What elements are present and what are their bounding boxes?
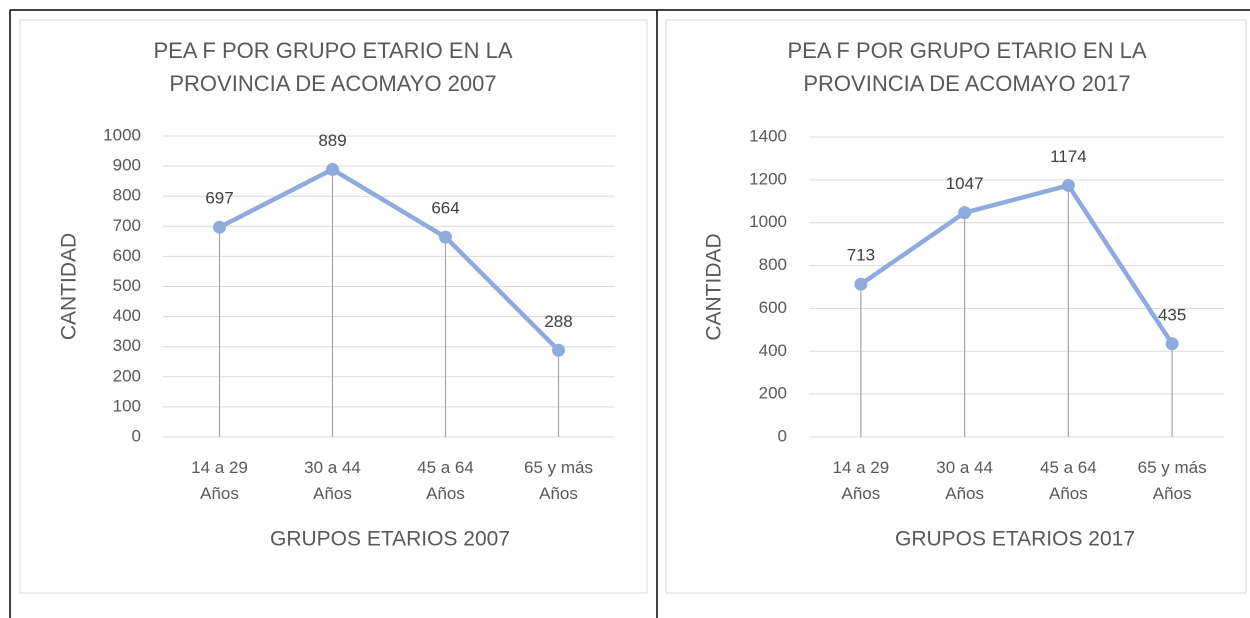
x-tick-label-box: 45 a 64 Años xyxy=(1040,458,1097,503)
y-tick-label: 1400 xyxy=(749,126,787,145)
y-tick-label: 600 xyxy=(759,298,787,317)
y-tick-label: 400 xyxy=(113,306,141,325)
y-tick-label: 600 xyxy=(113,246,141,265)
data-label: 1047 xyxy=(946,174,984,193)
point xyxy=(1165,337,1179,351)
data-label: 713 xyxy=(847,246,875,265)
point xyxy=(326,162,339,176)
x-tick-label-box: 65 y más Años xyxy=(524,458,593,503)
y-tick-label: 100 xyxy=(113,396,141,415)
y-tick-label: 400 xyxy=(759,341,787,360)
x-axis-label: GRUPOS ETARIOS 2017 xyxy=(895,528,1135,551)
y-tick-label: 1000 xyxy=(749,212,787,231)
chart-title-box: PEA F POR GRUPO ETARIO EN LA PROVINCIA D… xyxy=(153,38,513,96)
data-label: 288 xyxy=(544,312,572,331)
y-tick-label: 800 xyxy=(113,186,141,205)
y-tick-label: 1000 xyxy=(103,125,141,144)
x-tick-label: 45 a 64 Años xyxy=(1040,458,1097,503)
data-label: 889 xyxy=(318,131,346,150)
x-tick-label: 14 a 29 Años xyxy=(191,458,248,503)
x-tick-label: 65 y más Años xyxy=(524,458,593,503)
y-tick-label: 800 xyxy=(759,255,787,274)
point xyxy=(1061,178,1075,192)
x-tick-label: 65 y más Años xyxy=(1137,458,1207,503)
x-tick-label: 14 a 29 Años xyxy=(832,458,890,503)
x-tick-label-box: 30 a 44 Años xyxy=(304,458,361,503)
chart-title: PEA F POR GRUPO ETARIO EN LA PROVINCIA D… xyxy=(153,38,513,96)
y-axis-label: CANTIDAD xyxy=(58,233,81,340)
chart-title-box: PEA F POR GRUPO ETARIO EN LA PROVINCIA D… xyxy=(787,38,1147,96)
y-tick-label: 500 xyxy=(113,276,141,295)
x-tick-label-box: 45 a 64 Años xyxy=(417,458,474,503)
data-label: 1174 xyxy=(1050,147,1087,166)
x-tick-label: 30 a 44 Años xyxy=(304,458,361,503)
point xyxy=(958,206,972,220)
y-tick-label: 0 xyxy=(132,426,141,445)
y-tick-label: 900 xyxy=(113,156,141,175)
y-tick-label: 1200 xyxy=(749,169,787,188)
point xyxy=(213,220,226,234)
chart-frame xyxy=(19,19,648,594)
y-tick-label: 300 xyxy=(113,336,141,355)
x-tick-label-box: 65 y más Años xyxy=(1137,458,1207,503)
x-axis-label: GRUPOS ETARIOS 2007 xyxy=(270,528,510,551)
x-tick-label-box: 14 a 29 Años xyxy=(832,458,890,503)
x-tick-label-box: 30 a 44 Años xyxy=(936,458,993,503)
data-label: 664 xyxy=(431,199,459,218)
point xyxy=(439,230,452,244)
data-label: 697 xyxy=(205,189,233,208)
y-tick-label: 200 xyxy=(759,384,787,403)
chart-title: PEA F POR GRUPO ETARIO EN LA PROVINCIA D… xyxy=(787,38,1147,96)
y-tick-label: 700 xyxy=(113,216,141,235)
x-tick-label: 30 a 44 Años xyxy=(936,458,993,503)
data-label: 435 xyxy=(1158,305,1186,324)
y-tick-label: 0 xyxy=(778,426,787,445)
series-line xyxy=(218,167,561,352)
series-line xyxy=(859,183,1175,346)
x-tick-label-box: 14 a 29 Años xyxy=(191,458,248,503)
x-tick-label: 45 a 64 Años xyxy=(417,458,474,503)
y-tick-label: 200 xyxy=(113,366,141,385)
point xyxy=(854,277,868,291)
y-axis-label: CANTIDAD xyxy=(703,233,726,340)
point xyxy=(552,343,565,357)
